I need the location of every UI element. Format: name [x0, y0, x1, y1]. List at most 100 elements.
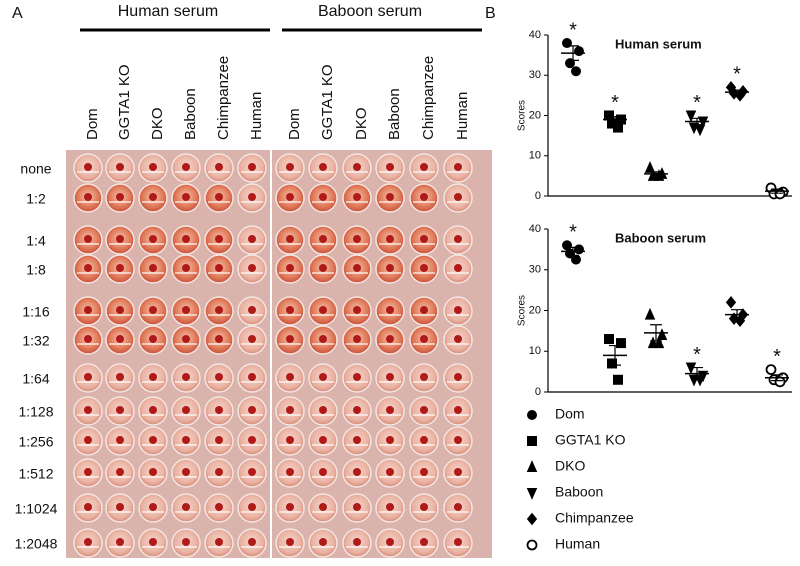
well-pellet [84, 235, 92, 243]
error-bar [650, 171, 662, 177]
well-pellet [248, 163, 256, 171]
well-pellet [116, 264, 124, 272]
well-pellet [454, 335, 462, 343]
panel-label: A [12, 5, 23, 22]
well-pellet [286, 373, 294, 381]
well-pellet [215, 468, 223, 476]
well-pellet [420, 335, 428, 343]
point [656, 328, 668, 340]
point [725, 296, 737, 309]
well-pellet [84, 436, 92, 444]
row-label: 1:16 [22, 304, 49, 320]
well-pellet [116, 163, 124, 171]
significance: * [733, 64, 741, 86]
well-pellet [84, 306, 92, 314]
well-pellet [319, 503, 327, 511]
well-pellet [215, 235, 223, 243]
well-pellet [353, 503, 361, 511]
column-label: Human [248, 92, 265, 140]
well-pellet [386, 503, 394, 511]
well-pellet [149, 468, 157, 476]
error-bar [771, 188, 783, 194]
point [526, 512, 538, 526]
error-bar [609, 344, 621, 366]
well-pellet [182, 335, 190, 343]
well-pellet [319, 163, 327, 171]
well-pellet [420, 406, 428, 414]
well-pellet [248, 306, 256, 314]
point [613, 122, 623, 133]
well-pellet [386, 306, 394, 314]
well-pellet [353, 468, 361, 476]
y-tick-label: 30 [529, 69, 541, 81]
well-pellet [116, 436, 124, 444]
point [616, 338, 626, 349]
well-pellet [286, 503, 294, 511]
error-bar [691, 117, 703, 126]
well-pellet [286, 406, 294, 414]
well-pellet [386, 468, 394, 476]
point [607, 358, 617, 369]
y-tick-label: 0 [535, 386, 541, 398]
well-pellet [248, 538, 256, 546]
well-pellet [454, 468, 462, 476]
well-pellet [149, 193, 157, 201]
well-pellet [116, 235, 124, 243]
plate [66, 150, 270, 558]
well-pellet [420, 373, 428, 381]
column-label: GGTA1 KO [116, 64, 133, 140]
legend-label: DKO [555, 458, 585, 474]
well-pellet [454, 306, 462, 314]
well-pellet [248, 264, 256, 272]
well-pellet [215, 503, 223, 511]
well-pellet [84, 538, 92, 546]
y-tick-label: 10 [529, 345, 541, 357]
y-axis-label: Scores [517, 295, 528, 326]
well-pellet [116, 373, 124, 381]
well-pellet [454, 436, 462, 444]
well-pellet [353, 538, 361, 546]
well-pellet [386, 436, 394, 444]
point [765, 364, 777, 375]
point [571, 254, 581, 265]
point [526, 539, 538, 551]
well-pellet [286, 306, 294, 314]
well-pellet [420, 163, 428, 171]
well-pellet [420, 503, 428, 511]
point [526, 460, 538, 472]
well-pellet [386, 264, 394, 272]
well-pellet [215, 436, 223, 444]
well-pellet [353, 264, 361, 272]
point [574, 244, 584, 255]
y-tick-label: 0 [535, 190, 541, 202]
well-pellet [182, 538, 190, 546]
well-pellet [454, 193, 462, 201]
well-pellet [454, 264, 462, 272]
well-pellet [319, 193, 327, 201]
row-label: 1:2 [26, 191, 46, 207]
y-tick-label: 30 [529, 264, 541, 276]
column-label: Baboon [182, 88, 199, 140]
well-pellet [149, 373, 157, 381]
error-bar [731, 309, 743, 321]
y-axis-label: Scores [517, 100, 528, 131]
well-pellet [215, 193, 223, 201]
point [685, 110, 697, 123]
well-pellet [286, 193, 294, 201]
point [644, 307, 656, 320]
y-tick-label: 40 [529, 223, 541, 235]
row-label: 1:2048 [15, 536, 58, 552]
well-pellet [286, 468, 294, 476]
well-pellet [116, 503, 124, 511]
well-pellet [420, 538, 428, 546]
y-tick-label: 20 [529, 304, 541, 316]
point [571, 66, 581, 77]
well-pellet [319, 468, 327, 476]
well-pellet [84, 503, 92, 511]
column-label: Dom [286, 108, 303, 140]
error-bar [567, 246, 579, 257]
row-label: 1:1024 [15, 501, 58, 517]
point [527, 410, 537, 420]
well-pellet [454, 406, 462, 414]
well-pellet [84, 406, 92, 414]
